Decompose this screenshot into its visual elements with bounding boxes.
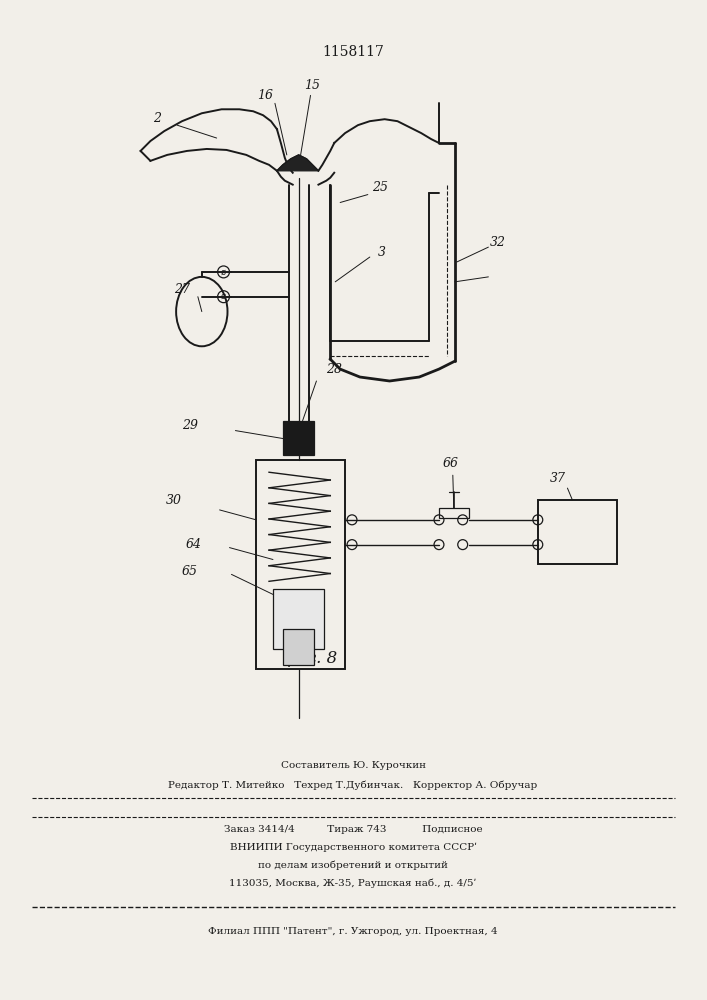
Text: 113035, Москва, Ж-35, Раушская наб., д. 4/5ʹ: 113035, Москва, Ж-35, Раушская наб., д. … [229, 878, 477, 888]
Bar [283, 421, 315, 455]
Bar [439, 508, 469, 518]
Text: 30: 30 [166, 494, 182, 507]
Text: Заказ 3414/4          Тираж 743           Подписное: Заказ 3414/4 Тираж 743 Подписное [223, 825, 482, 834]
Text: ø: ø [221, 267, 226, 276]
Text: ВНИИПИ Государственного комитета СССРʹ: ВНИИПИ Государственного комитета СССРʹ [230, 842, 477, 852]
Bar [256, 460, 345, 669]
Text: 64: 64 [186, 538, 202, 551]
Text: 66: 66 [443, 457, 459, 470]
Text: фиг. 8: фиг. 8 [284, 650, 337, 667]
Text: Редактор Т. Митейко   Техред Т.Дубинчак.   Корректор А. Обручар: Редактор Т. Митейко Техред Т.Дубинчак. К… [168, 781, 537, 790]
Text: 28: 28 [326, 363, 342, 376]
Text: по делам изобретений и открытий: по делам изобретений и открытий [258, 860, 448, 870]
Text: 27: 27 [174, 283, 190, 296]
Text: 3: 3 [378, 246, 385, 259]
Text: 2: 2 [153, 112, 161, 125]
Bar [538, 500, 617, 564]
Text: 1158117: 1158117 [322, 45, 384, 59]
Bar [283, 629, 315, 665]
Polygon shape [277, 155, 318, 171]
Text: ø: ø [221, 292, 226, 301]
Text: 16: 16 [257, 89, 273, 102]
Bar [273, 589, 325, 649]
Text: 37: 37 [549, 472, 566, 485]
Text: Филиал ППП "Патент", г. Ужгород, ул. Проектная, 4: Филиал ППП "Патент", г. Ужгород, ул. Про… [208, 927, 498, 936]
Text: 15: 15 [305, 79, 320, 92]
Text: 25: 25 [372, 181, 387, 194]
Text: 32: 32 [490, 236, 506, 249]
Text: Составитель Ю. Курочкин: Составитель Ю. Курочкин [281, 761, 426, 770]
Text: 29: 29 [182, 419, 198, 432]
Text: 65: 65 [182, 565, 198, 578]
